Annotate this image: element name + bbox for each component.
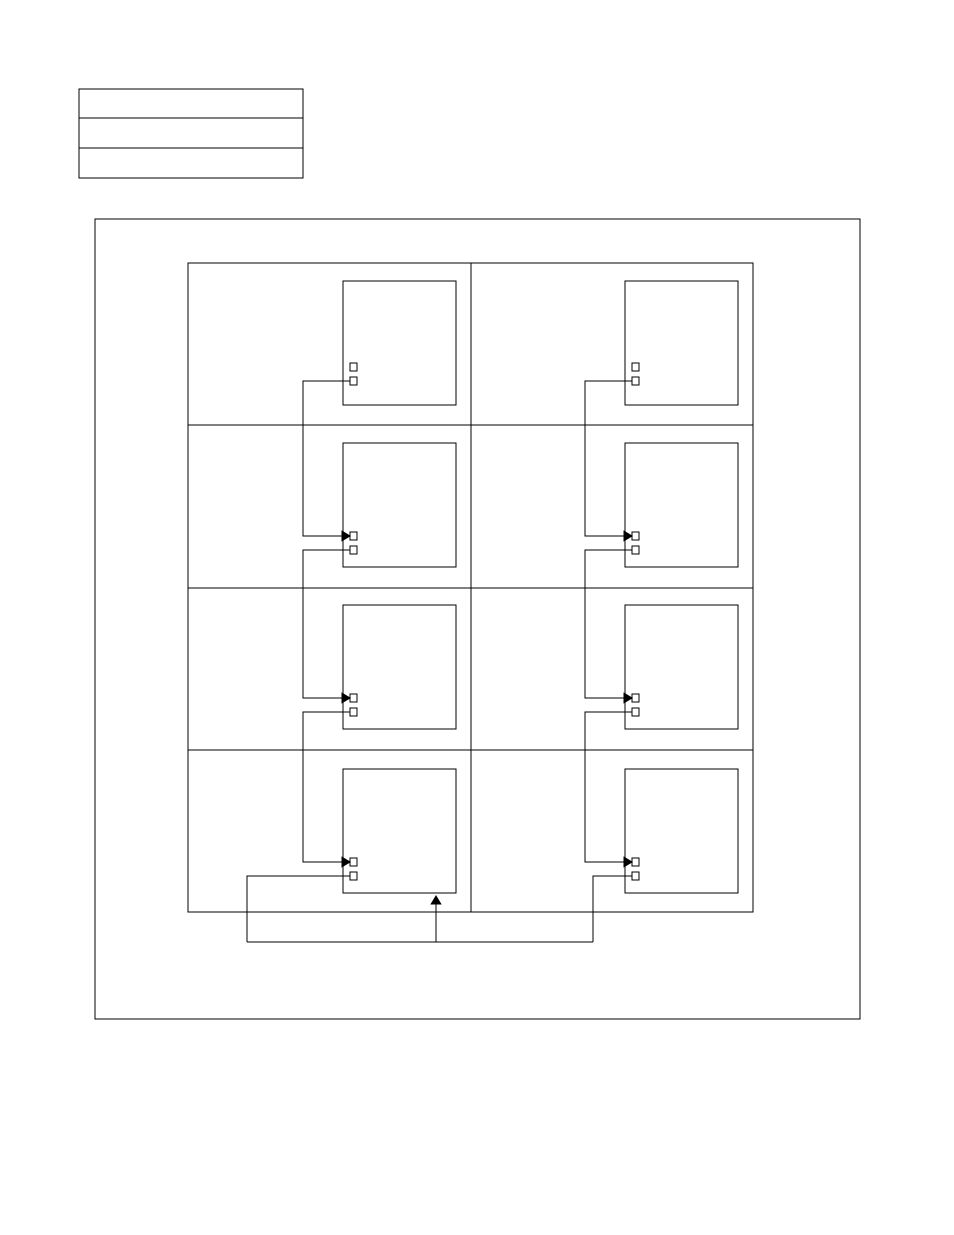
arrow-head [624,531,632,541]
device-port [632,708,639,716]
device-port [632,872,639,880]
device-box [625,605,738,729]
device-box [343,443,456,567]
device-port [350,708,357,716]
arrow-head [342,531,350,541]
arrow-head [342,857,350,867]
outer-frame [95,219,860,1019]
device-port [350,363,357,371]
arrow-head [624,857,632,867]
device-box [625,281,738,405]
device-port [632,546,639,554]
device-box [343,281,456,405]
device-port [350,694,357,702]
bus-left-drop [247,876,350,942]
arrow-head [624,693,632,703]
device-box [343,605,456,729]
device-port [350,377,357,385]
device-port [350,858,357,866]
device-port [632,377,639,385]
device-port [350,872,357,880]
diagram-canvas [0,0,954,1235]
device-port [350,532,357,540]
device-port [632,694,639,702]
arrow-head [342,693,350,703]
top-box [79,89,303,178]
device-port [632,532,639,540]
device-box [625,443,738,567]
device-port [632,363,639,371]
device-box [343,769,456,893]
device-box [625,769,738,893]
bus-right-drop [593,876,632,942]
device-port [350,546,357,554]
arrow-head [431,896,441,904]
device-port [632,858,639,866]
